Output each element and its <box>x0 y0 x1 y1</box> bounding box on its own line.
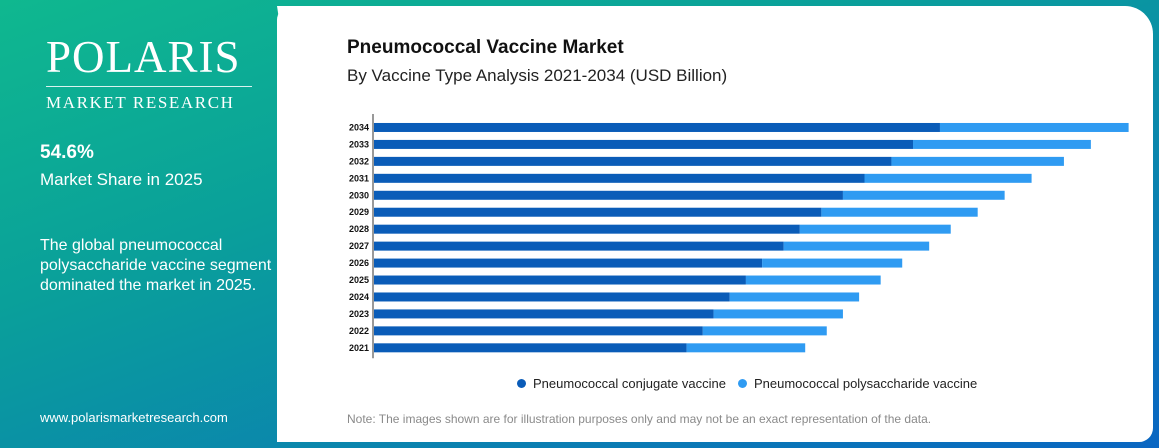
stacked-bar-chart: 2034 2033 2032 2031 2030 2029 2028 2027 2026 2025… <box>349 114 1129 359</box>
y-tick-label: 2027 <box>349 241 369 251</box>
y-tick-label: 2032 <box>349 156 369 166</box>
bar-conjugate <box>374 173 865 183</box>
disclaimer-note: Note: The images shown are for illustrat… <box>347 412 932 426</box>
y-tick-label: 2028 <box>349 224 369 234</box>
y-tick-label: 2024 <box>349 292 369 302</box>
bar-polysaccharide <box>702 326 827 336</box>
bar-conjugate <box>374 326 703 336</box>
y-tick-label: 2031 <box>349 173 369 183</box>
bar-polysaccharide <box>821 207 978 217</box>
legend-label-polysaccharide: Pneumococcal polysaccharide vaccine <box>753 375 978 391</box>
bar-conjugate <box>374 258 763 268</box>
bar-conjugate <box>374 122 940 132</box>
legend-item-polysaccharide: Pneumococcal polysaccharide vaccine <box>737 375 978 391</box>
bar-polysaccharide <box>762 258 903 268</box>
stat-value: 54.6% <box>40 142 94 163</box>
bar-polysaccharide <box>729 292 860 302</box>
y-tick-label: 2021 <box>349 343 369 353</box>
bar-conjugate <box>374 139 914 149</box>
y-tick-label: 2033 <box>349 139 369 149</box>
brand-name: POLARIS <box>46 32 241 82</box>
bar-polysaccharide <box>891 156 1064 166</box>
y-tick-label: 2022 <box>349 326 369 336</box>
website-link[interactable]: www.polarismarketresearch.com <box>40 410 228 425</box>
bar-polysaccharide <box>939 122 1129 132</box>
bar-conjugate <box>374 292 730 302</box>
brand-tagline: MARKET RESEARCH <box>46 93 235 112</box>
bar-conjugate <box>374 207 822 217</box>
bar-polysaccharide <box>783 241 930 251</box>
chart-title: Pneumococcal Vaccine Market <box>347 37 624 58</box>
bar-conjugate <box>374 156 892 166</box>
bar-conjugate <box>374 224 800 234</box>
chart-legend: Pneumococcal conjugate vaccine Pneumococ… <box>517 375 989 391</box>
bar-conjugate <box>374 343 687 353</box>
sidebar-description: The global pneumococcal polysaccharide v… <box>40 237 272 294</box>
bar-conjugate <box>374 190 843 200</box>
y-tick-label: 2030 <box>349 190 369 200</box>
y-tick-label: 2025 <box>349 275 369 285</box>
bar-conjugate <box>374 241 784 251</box>
y-tick-label: 2034 <box>349 122 369 132</box>
bar-polysaccharide <box>864 173 1032 183</box>
legend-swatch-polysaccharide <box>737 378 747 388</box>
chart-subtitle: By Vaccine Type Analysis 2021-2034 (USD … <box>347 66 728 85</box>
legend-swatch-conjugate <box>517 378 526 388</box>
bar-conjugate <box>374 275 746 285</box>
bar-polysaccharide <box>713 309 843 319</box>
bar-conjugate <box>374 309 714 319</box>
legend-label-conjugate: Pneumococcal conjugate vaccine <box>533 375 726 391</box>
legend-item-conjugate: Pneumococcal conjugate vaccine <box>517 376 726 391</box>
y-tick-label: 2023 <box>349 309 369 319</box>
logo-divider <box>46 86 252 87</box>
y-tick-label: 2029 <box>349 207 369 217</box>
stat-label: Market Share in 2025 <box>40 170 203 189</box>
bar-polysaccharide <box>913 139 1091 149</box>
chart-card <box>277 6 1153 442</box>
bar-polysaccharide <box>842 190 1005 200</box>
bar-polysaccharide <box>686 343 806 353</box>
y-tick-label: 2026 <box>349 258 369 268</box>
bar-polysaccharide <box>799 224 951 234</box>
bar-polysaccharide <box>745 275 881 285</box>
